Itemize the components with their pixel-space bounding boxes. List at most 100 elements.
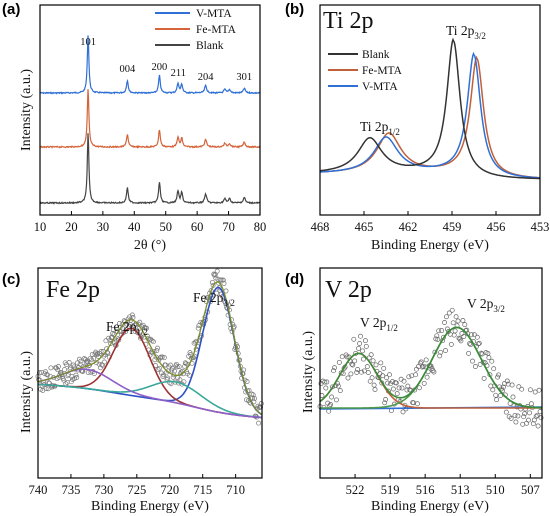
data-point bbox=[183, 361, 189, 367]
data-point bbox=[102, 359, 107, 365]
data-point bbox=[519, 386, 525, 392]
x-tick-label: 40 bbox=[128, 220, 141, 234]
data-point bbox=[135, 330, 141, 336]
data-point bbox=[161, 355, 167, 361]
data-point bbox=[452, 328, 458, 334]
data-point bbox=[363, 343, 369, 349]
data-point bbox=[413, 372, 419, 378]
data-point bbox=[387, 372, 392, 378]
data-point bbox=[66, 360, 72, 365]
data-point bbox=[360, 356, 366, 362]
data-point bbox=[144, 325, 150, 331]
panel-a-frame bbox=[39, 4, 261, 216]
data-point bbox=[373, 362, 379, 368]
panel-b-xlabel: Binding Energy (eV) bbox=[371, 238, 489, 253]
data-point bbox=[174, 364, 180, 370]
data-point bbox=[369, 375, 375, 381]
data-point bbox=[354, 369, 360, 375]
fit-baseline bbox=[37, 383, 263, 419]
data-point bbox=[475, 341, 481, 347]
data-point bbox=[474, 334, 480, 340]
data-point bbox=[62, 367, 67, 373]
x-tick-label: 465 bbox=[355, 220, 374, 234]
data-point bbox=[335, 383, 341, 389]
data-point bbox=[495, 374, 501, 380]
x-tick-label: 462 bbox=[399, 220, 418, 234]
data-point bbox=[535, 423, 541, 429]
data-point bbox=[359, 369, 364, 375]
data-point bbox=[508, 415, 514, 421]
data-point bbox=[108, 335, 114, 341]
legend-femta-b: Fe-MTA bbox=[362, 65, 403, 77]
data-point bbox=[252, 396, 257, 401]
data-point bbox=[331, 368, 336, 374]
data-point bbox=[458, 338, 464, 344]
data-point bbox=[68, 365, 74, 371]
data-point bbox=[416, 385, 422, 391]
x-tick-label: 459 bbox=[443, 220, 462, 234]
data-point bbox=[400, 409, 406, 415]
data-point bbox=[470, 358, 475, 364]
data-point bbox=[481, 375, 487, 381]
data-point bbox=[438, 349, 444, 355]
x-tick-label: 513 bbox=[451, 483, 470, 497]
panel-b-title: Ti 2p bbox=[323, 8, 373, 34]
data-point bbox=[167, 380, 173, 386]
data-point bbox=[418, 359, 424, 365]
data-point bbox=[371, 382, 377, 388]
data-point bbox=[437, 353, 443, 359]
data-point bbox=[443, 314, 449, 320]
data-point bbox=[424, 374, 430, 380]
data-point bbox=[401, 378, 407, 384]
x-tick-label: 720 bbox=[160, 483, 179, 497]
data-point bbox=[357, 341, 363, 346]
data-point bbox=[490, 387, 496, 393]
data-point bbox=[385, 380, 391, 386]
panel-a: (a) 10 20 30 40 50 60 70 80 Intensity (a.u.) 2θ… bbox=[2, 1, 266, 253]
data-point bbox=[149, 338, 155, 344]
data-point bbox=[417, 360, 423, 366]
data-point bbox=[358, 333, 363, 339]
fit-envelope bbox=[37, 281, 263, 416]
data-point bbox=[256, 420, 262, 426]
data-point bbox=[352, 358, 358, 364]
data-point bbox=[390, 386, 396, 392]
data-point bbox=[393, 380, 399, 386]
data-point bbox=[510, 394, 516, 400]
annotation-v-2p32: V 2p3/2 bbox=[467, 296, 505, 314]
peak-label: 004 bbox=[119, 64, 136, 75]
data-point bbox=[399, 385, 405, 391]
data-point bbox=[527, 410, 532, 416]
data-point bbox=[396, 385, 402, 391]
x-tick-label: 519 bbox=[381, 483, 400, 497]
data-point bbox=[380, 373, 386, 379]
fit-component bbox=[37, 380, 263, 419]
data-point bbox=[137, 319, 143, 325]
data-point bbox=[45, 372, 50, 378]
data-point bbox=[129, 312, 135, 318]
data-point bbox=[155, 367, 161, 372]
data-point bbox=[509, 382, 515, 388]
data-point bbox=[350, 362, 356, 368]
x-tick-label: 453 bbox=[531, 220, 550, 234]
panel-c-xlabel: Binding Energy (eV) bbox=[91, 499, 209, 514]
annotation-fe-2p32: Fe 2p3/2 bbox=[193, 290, 235, 308]
data-point bbox=[394, 391, 400, 397]
data-point bbox=[420, 363, 426, 369]
x-tick-label: 730 bbox=[95, 483, 114, 497]
x-tick-label: 70 bbox=[222, 220, 235, 234]
data-point bbox=[258, 404, 264, 410]
data-point bbox=[491, 366, 497, 372]
data-point bbox=[431, 369, 437, 375]
peak-label: 204 bbox=[198, 72, 215, 83]
annotation-fe-2p12: Fe 2p1/2 bbox=[106, 319, 148, 337]
x-tick-label: 468 bbox=[311, 220, 330, 234]
data-point bbox=[421, 380, 427, 386]
data-point bbox=[446, 310, 452, 316]
x-tick-label: 10 bbox=[34, 220, 47, 234]
data-point bbox=[110, 327, 116, 333]
panel-d-xlabel: Binding Energy (eV) bbox=[371, 499, 489, 514]
x-tick-label: 507 bbox=[521, 483, 540, 497]
data-point bbox=[460, 318, 466, 323]
